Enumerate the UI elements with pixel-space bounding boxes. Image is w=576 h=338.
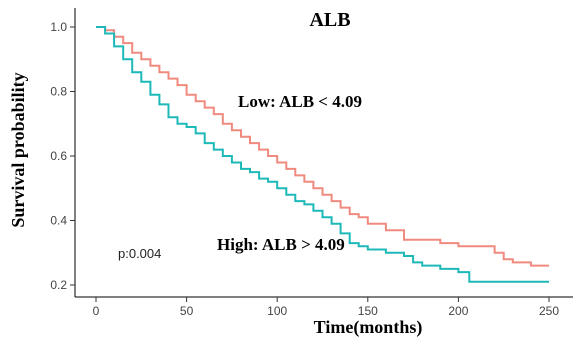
series-line-high-alb: [96, 26, 549, 283]
x-tick-label: 150: [358, 304, 378, 318]
y-tick-label: 0.2: [50, 278, 67, 292]
y-tick-label: 0.4: [50, 214, 67, 228]
x-axis: 0 50 100 150 200 250: [75, 296, 573, 318]
annotation-low: Low: ALB < 4.09: [238, 92, 362, 111]
x-tick-label: 200: [448, 304, 468, 318]
annotation-high: High: ALB > 4.09: [217, 235, 345, 254]
y-axis-label: Survival probability: [8, 72, 28, 227]
chart-title: ALB: [309, 9, 350, 31]
x-tick-label: 0: [93, 304, 100, 318]
x-axis-label: Time(months): [314, 317, 423, 338]
series-line-low-alb: [96, 26, 549, 267]
x-tick-label: 50: [180, 304, 194, 318]
y-tick-label: 1.0: [50, 20, 67, 34]
series-lines: [96, 26, 549, 283]
p-value-label: p:0.004: [118, 246, 161, 261]
y-tick-label: 0.8: [50, 85, 67, 99]
x-tick-label: 100: [267, 304, 287, 318]
y-tick-label: 0.6: [50, 149, 67, 163]
x-tick-label: 250: [539, 304, 559, 318]
y-axis: 0.2 0.4 0.6 0.8 1.0: [50, 8, 76, 297]
